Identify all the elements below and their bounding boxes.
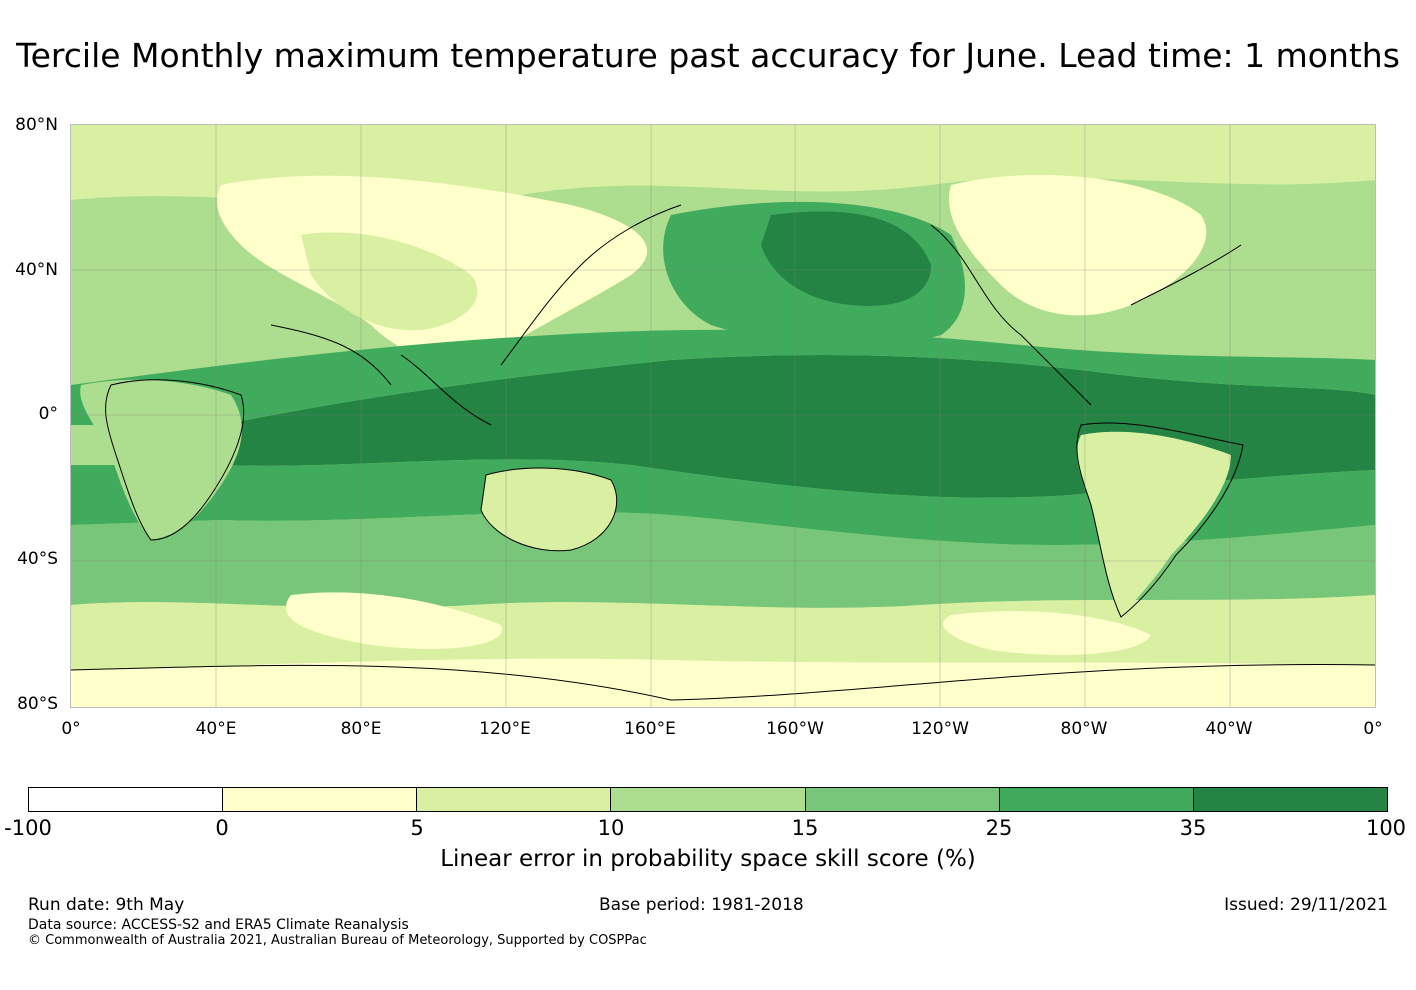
coast-australia	[480, 467, 618, 552]
lon-label-120e: 120°E	[479, 719, 531, 739]
southern-ocean-patch-2	[943, 611, 1151, 655]
data-source: Data source: ACCESS-S2 and ERA5 Climate …	[28, 917, 409, 933]
coast-north-america	[930, 224, 1242, 406]
lat-label-0: 0°	[38, 404, 58, 424]
skill-score-map	[70, 124, 1376, 708]
lon-label-40e: 40°E	[195, 719, 237, 739]
southern-ocean-patch	[285, 592, 503, 649]
coast-antarctica	[71, 664, 1375, 701]
southern-midlat-mid	[71, 512, 1375, 608]
lon-label-0: 0°	[61, 719, 81, 739]
copyright-notice: © Commonwealth of Australia 2021, Austra…	[28, 933, 647, 948]
colorbar	[28, 787, 1388, 812]
southern-ocean-low	[71, 595, 1375, 670]
lon-label-0-east: 0°	[1363, 719, 1383, 739]
run-date: Run date: 9th May	[28, 895, 185, 915]
lon-label-80e: 80°E	[340, 719, 382, 739]
coast-asia	[270, 204, 682, 426]
colorbar-tick: 35	[1179, 816, 1207, 840]
lat-label-80s: 80°S	[17, 694, 58, 714]
coast-south-america	[1076, 422, 1244, 618]
colorbar-segment	[999, 788, 1194, 811]
lon-label-160e: 160°E	[624, 719, 676, 739]
north-pacific-very-high	[761, 211, 931, 306]
lat-label-40n: 40°N	[15, 260, 58, 280]
eurasia-mid-skill	[301, 232, 478, 331]
colorbar-tick: 10	[597, 816, 625, 840]
antarctica-low-skill	[71, 658, 1375, 707]
colorbar-segment	[29, 788, 224, 811]
map-svg	[71, 125, 1375, 707]
colorbar-tick: 5	[410, 816, 424, 840]
colorbar-tick: 0	[215, 816, 229, 840]
africa-mid-skill	[80, 379, 242, 540]
lat-label-80n: 80°N	[15, 115, 58, 135]
issued-date: Issued: 29/11/2021	[1224, 895, 1388, 915]
tropical-belt-high	[71, 329, 1375, 425]
colorbar-segment	[1193, 788, 1387, 811]
north-america-low-skill	[949, 175, 1207, 316]
colorbar-tick: 15	[791, 816, 819, 840]
lon-label-120w: 120°W	[911, 719, 969, 739]
base-period: Base period: 1981-2018	[599, 895, 804, 915]
map-title: Tercile Monthly maximum temperature past…	[16, 36, 1400, 75]
south-america-low-skill	[1076, 431, 1231, 615]
colorbar-segment	[223, 788, 418, 811]
colorbar-tick: -100	[4, 816, 52, 840]
australia-low-skill	[481, 468, 617, 551]
colorbar-segment	[611, 788, 806, 811]
lon-label-160w: 160°W	[766, 719, 824, 739]
south-tropical-high	[71, 459, 1375, 545]
coast-africa	[105, 379, 245, 541]
lon-label-80w: 80°W	[1060, 719, 1108, 739]
lon-label-40w: 40°W	[1205, 719, 1253, 739]
colorbar-tick: 100	[1365, 816, 1407, 840]
colorbar-tick: 25	[985, 816, 1013, 840]
colorbar-segment	[417, 788, 612, 811]
lat-label-40s: 40°S	[17, 549, 58, 569]
colorbar-title: Linear error in probability space skill …	[440, 846, 976, 872]
colorbar-segment	[805, 788, 1000, 811]
graticule	[71, 125, 1375, 707]
coastlines	[71, 204, 1375, 701]
